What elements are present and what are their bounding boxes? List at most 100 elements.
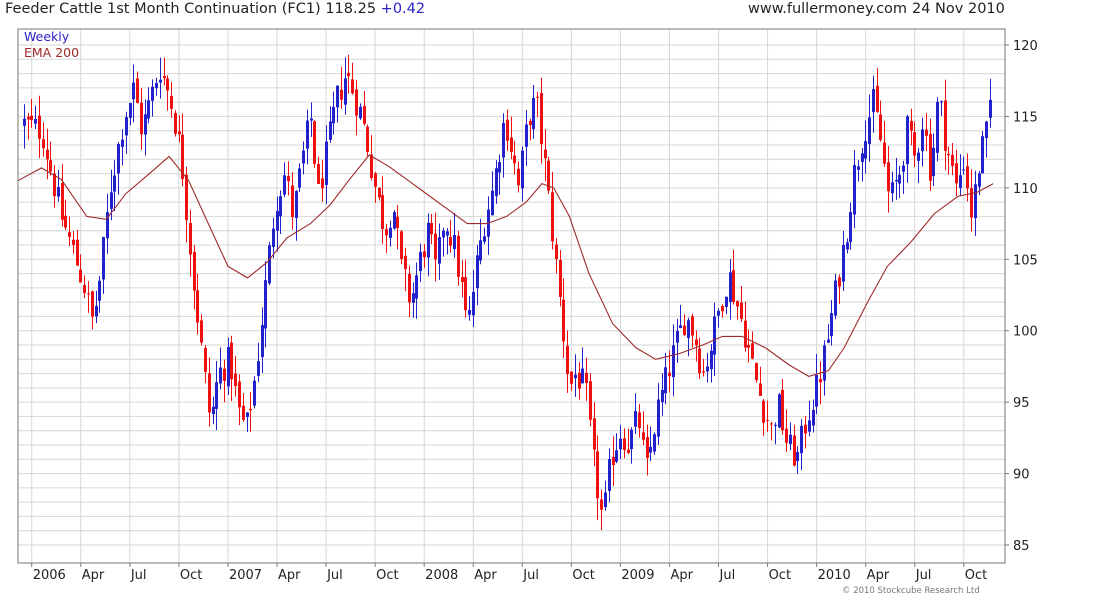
x-tick-label: Oct [965, 568, 987, 583]
y-tick-label: 105 [1013, 253, 1038, 268]
candle-body [408, 273, 411, 303]
candle-body [555, 244, 558, 260]
candle-body [789, 434, 792, 444]
y-tick-label: 85 [1013, 539, 1030, 554]
candle-body [762, 400, 765, 423]
candle-body [596, 451, 599, 499]
candle-body [974, 184, 977, 219]
candle-body [317, 163, 320, 184]
candle-body [415, 275, 418, 299]
candle-body [706, 366, 709, 372]
candle-body [125, 117, 128, 136]
candle-body [634, 411, 637, 427]
candle-body [766, 420, 769, 422]
x-tick-label: Apr [867, 568, 890, 583]
candle-body [808, 420, 811, 432]
candle-body [981, 136, 984, 174]
candle-body [925, 129, 928, 136]
candle-body [623, 438, 626, 450]
candle-body [287, 176, 290, 182]
candle-body [332, 106, 335, 124]
candle-body [340, 89, 343, 100]
candle-body [627, 449, 630, 454]
candle-body [679, 325, 682, 328]
candle-body [434, 233, 437, 260]
candle-body [566, 345, 569, 375]
candle-body [861, 153, 864, 163]
candle-body [430, 222, 433, 235]
candle-body [661, 389, 664, 403]
x-tick-label: Oct [180, 568, 202, 583]
candle-body [547, 160, 550, 191]
y-tick-label: 120 [1013, 39, 1038, 54]
y-tick-label: 100 [1013, 325, 1038, 340]
candle-body [181, 134, 184, 180]
candle-body [449, 237, 452, 246]
candle-body [864, 141, 867, 159]
candle-body [842, 244, 845, 282]
candle-body [883, 142, 886, 164]
candle-body [676, 330, 679, 343]
candle-body [778, 394, 781, 428]
candle-body [140, 102, 143, 135]
candle-body [117, 143, 120, 174]
candle-body [46, 149, 49, 160]
candle-body [359, 106, 362, 119]
candle-body [457, 235, 460, 277]
candle-body [113, 175, 116, 192]
title-text: Feeder Cattle 1st Month Continuation (FC… [5, 1, 377, 17]
candle-body [279, 196, 282, 217]
candle-body [166, 78, 169, 91]
candle-body [570, 371, 573, 384]
candle-body [759, 383, 762, 396]
candle-body [646, 437, 649, 458]
candle-body [95, 305, 98, 317]
candle-body [910, 120, 913, 131]
candle-body [834, 280, 837, 316]
candle-body [664, 367, 667, 394]
x-tick-label: Apr [474, 568, 497, 583]
candle-body [815, 375, 818, 407]
candle-body [329, 121, 332, 140]
candle-body [257, 361, 260, 377]
candle-body [385, 229, 388, 236]
candle-body [540, 93, 543, 145]
x-tick-label: Oct [769, 568, 791, 583]
candle-body [827, 339, 830, 343]
candle-body [819, 379, 822, 383]
candle-body [325, 141, 328, 185]
x-tick-label: 2006 [33, 568, 66, 583]
x-tick-label: Oct [572, 568, 594, 583]
candle-body [823, 345, 826, 381]
candle-body [442, 230, 445, 238]
candle-body [729, 272, 732, 302]
candle-body [344, 78, 347, 105]
candle-body [793, 435, 796, 466]
weekly-candles [23, 54, 992, 531]
candle-body [155, 83, 158, 89]
candle-body [702, 371, 705, 373]
x-tick-label: Jul [719, 568, 736, 583]
candle-body [302, 150, 305, 164]
candle-body [306, 120, 309, 149]
candle-body [76, 239, 79, 266]
candle-body [238, 381, 241, 408]
candle-body [581, 368, 584, 384]
candle-body [264, 280, 267, 329]
y-tick-label: 95 [1013, 396, 1030, 411]
candle-body [695, 339, 698, 346]
candle-body [472, 291, 475, 316]
candle-body [423, 251, 426, 258]
candle-body [57, 187, 60, 197]
x-tick-label: Apr [82, 568, 105, 583]
candle-body [725, 296, 728, 307]
candle-body [713, 316, 716, 355]
candle-body [668, 372, 671, 377]
candle-body [502, 122, 505, 158]
x-tick-label: 2007 [229, 568, 262, 583]
candle-body [212, 406, 215, 415]
y-axis-ticks: 85 90 95 100 105 110 115 120 [1005, 39, 1038, 554]
candle-body [72, 239, 75, 245]
candle-body [630, 429, 633, 450]
